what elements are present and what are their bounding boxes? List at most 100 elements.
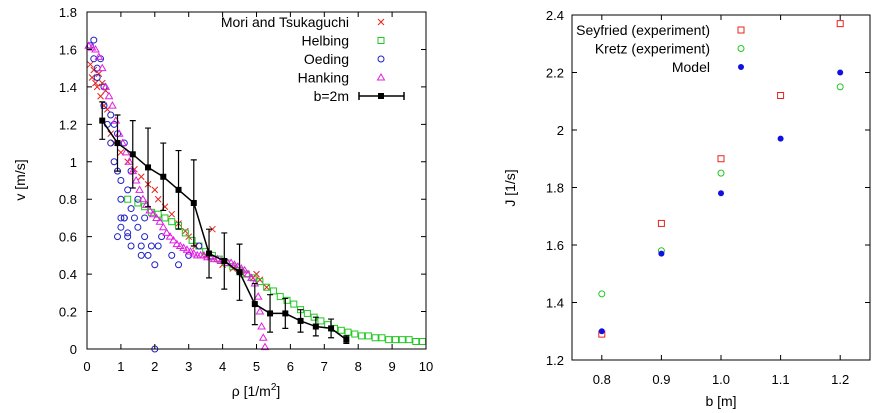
left-y-tick-label: 0.4 [59,267,77,282]
data-point [129,151,136,158]
data-point [92,79,99,87]
data-point [385,336,393,344]
left-y-tick-label: 1.4 [59,80,77,95]
left-legend-label: Helbing [302,33,349,49]
data-point [124,186,132,194]
data-point [836,83,844,91]
left-series-b-2m [99,101,350,344]
data-point [837,69,844,76]
left-legend-label: Hanking [298,70,349,86]
data-point [97,63,107,72]
data-point [777,135,784,142]
data-point [117,223,125,231]
data-point [145,164,152,171]
left-x-axis-label-tail: ] [276,383,280,399]
data-point [364,332,372,340]
data-point [282,310,289,317]
data-point [405,336,413,344]
data-point [144,251,152,259]
data-point [412,338,420,346]
data-point [209,225,216,233]
data-point [297,317,304,324]
data-point [253,270,260,278]
right-legend-label: Model [672,59,710,75]
data-point [94,52,104,60]
left-x-tick-label: 0 [83,359,90,374]
right-legend-marker [738,64,744,70]
data-point [108,101,117,109]
left-legend-marker [376,73,386,81]
data-point [256,278,264,286]
data-point [290,300,298,308]
data-point [165,232,175,240]
data-point [121,147,131,156]
data-point [344,328,352,336]
left-x-tick-label: 3 [185,359,192,374]
left-plot-marks [84,36,427,353]
data-point [836,20,844,28]
data-point [657,219,665,227]
data-point [124,233,132,241]
data-point [127,242,135,250]
data-point [147,242,155,250]
data-point [717,169,725,177]
data-point [110,158,118,166]
chart-left-density-velocity: 0 1 2 3 4 5 6 7 8 9 10 0 0.2 0.4 0.6 0.8 1 1.2 1.4 1.6 1.8 M… [12,5,433,399]
data-point [90,36,98,44]
right-y-tick-label: 2.4 [546,8,564,23]
data-point [161,214,169,222]
right-legend-marker [737,45,745,52]
data-point [255,307,265,315]
data-point [125,157,134,165]
data-point [104,91,114,100]
left-axis-ticks: 0 1 2 3 4 5 6 7 8 9 10 0 0.2 0.4 0.6 0.8 1 1.2 1.4 1.6 1.8 [59,5,433,374]
data-point [99,117,106,124]
data-point [598,290,606,298]
left-legend: Mori and Tsukaguchi Helbing Oeding Hanking b… [221,14,405,104]
data-point [240,265,250,274]
data-point [371,334,379,342]
data-point [247,273,256,281]
data-point [251,301,258,308]
data-point [134,199,142,207]
data-point [124,195,132,203]
data-point [230,260,239,268]
right-y-tick-label: 2.2 [546,66,564,81]
left-x-tick-label: 10 [419,359,433,374]
data-point [141,233,149,241]
data-point [93,83,101,91]
data-point [114,140,121,147]
right-x-tick-label: 1.2 [831,372,849,387]
data-point [95,70,103,78]
data-point [269,287,277,295]
data-point [169,235,178,244]
data-point [199,250,209,259]
data-point [312,323,319,330]
data-point [181,227,189,235]
left-x-tick-label: 7 [321,359,328,374]
data-point [90,66,98,74]
left-x-axis-label-sup: 2 [271,382,277,393]
data-point [391,336,399,344]
data-point [267,310,274,317]
left-y-tick-label: 1.8 [59,5,77,20]
left-y-tick-label: 1.2 [59,117,77,132]
right-legend-marker [737,26,745,34]
data-point [317,317,325,325]
data-point [97,92,104,100]
data-point [118,138,127,147]
right-series-seyfried-experiment [598,20,844,338]
data-point [151,261,159,269]
data-point [303,309,311,317]
data-point [158,222,168,231]
data-point [87,61,94,68]
data-point [88,74,96,81]
data-point [100,102,108,110]
data-point [135,185,144,193]
data-point [134,223,142,231]
right-y-axis-label: J [1/s] [502,169,518,206]
right-plot-frame [571,14,871,361]
left-y-tick-label: 0.6 [59,230,77,245]
data-point [172,239,182,248]
data-point [168,210,176,218]
